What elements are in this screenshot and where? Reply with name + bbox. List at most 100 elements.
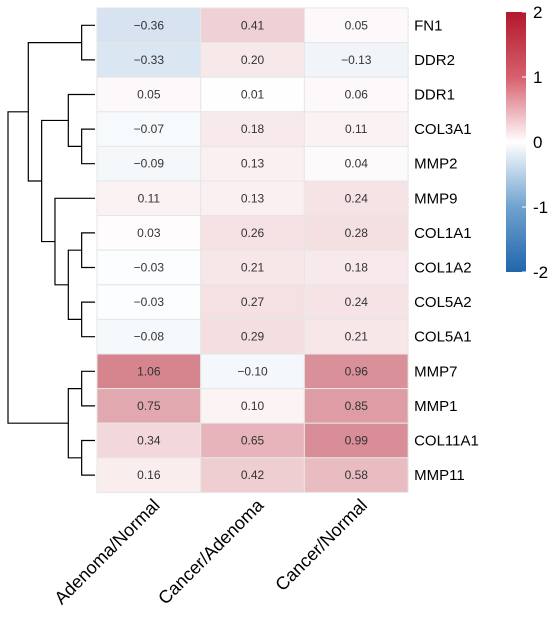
row-label: DDR1 — [414, 87, 455, 104]
cell-value-label: 0.05 — [345, 18, 369, 32]
cell-value-label: 0.26 — [241, 226, 265, 240]
row-label: MMP2 — [414, 156, 457, 173]
cell-value-label: 0.65 — [241, 434, 265, 448]
cell-value-label: 0.21 — [241, 261, 265, 275]
dendrogram-branch — [67, 388, 82, 459]
colorbar-tick-label: 1 — [533, 68, 542, 87]
heatmap-cell — [303, 145, 409, 182]
cell-value-label: 0.11 — [345, 122, 368, 136]
cell-value-label: −0.13 — [341, 53, 372, 67]
row-label: FN1 — [414, 17, 442, 34]
heatmap-cell — [303, 457, 409, 493]
colorbar-tick-label: 0 — [533, 133, 542, 152]
heatmap-cells: −0.36 0.41 0.05 −0.33 0.20 −0.13 0.05 0.01 0.06 −… — [96, 7, 409, 493]
heatmap-cell — [303, 388, 409, 424]
row-label: COL11A1 — [414, 433, 479, 450]
cell-value-label: 0.58 — [345, 468, 369, 482]
cell-value-label: 0.85 — [345, 399, 369, 413]
dendrogram-branch — [81, 301, 95, 338]
cell-value-label: −0.10 — [237, 364, 268, 378]
row-label: COL1A1 — [414, 225, 472, 242]
row-label: MMP7 — [414, 363, 457, 380]
heatmap-cell — [303, 353, 409, 390]
column-label: Cancer/Normal — [271, 495, 371, 595]
cell-value-label: 0.16 — [137, 468, 161, 482]
row-label: DDR2 — [414, 52, 455, 69]
cell-value-label: 0.06 — [345, 88, 369, 102]
cell-value-label: −0.09 — [134, 157, 165, 171]
dendrogram-branch — [54, 197, 95, 286]
cell-value-label: 0.24 — [345, 295, 369, 309]
dendrogram-branch — [81, 439, 95, 476]
row-label: MMP11 — [414, 467, 465, 484]
cell-value-label: −0.07 — [134, 122, 165, 136]
dendrogram-branch — [81, 370, 95, 407]
cell-value-label: 0.13 — [241, 191, 265, 205]
column-label: Adenoma/Normal — [50, 495, 163, 608]
cell-value-label: 0.29 — [241, 330, 265, 344]
cell-value-label: −0.08 — [134, 330, 165, 344]
heatmap-cell — [96, 76, 202, 113]
heatmap-cell — [200, 388, 305, 424]
cell-value-label: 0.99 — [345, 434, 369, 448]
cell-value-label: 0.13 — [241, 157, 265, 171]
cell-value-label: 0.04 — [345, 157, 369, 171]
cell-value-label: −0.36 — [134, 18, 165, 32]
column-label: Cancer/Adenoma — [154, 494, 268, 608]
cell-value-label: 0.41 — [241, 18, 265, 32]
dendrogram-branch — [7, 111, 69, 424]
heatmap-cell — [303, 284, 409, 320]
heatmap-cell — [303, 180, 409, 217]
heatmap-cell — [96, 353, 202, 390]
row-dendrogram — [7, 24, 95, 476]
cell-value-label: 0.96 — [345, 364, 369, 378]
heatmap-cell — [200, 111, 305, 147]
heatmap-cell — [200, 249, 305, 286]
dendrogram-branch — [81, 128, 95, 165]
cell-value-label: 0.11 — [138, 191, 161, 205]
heatmap-cell — [200, 284, 305, 320]
cell-value-label: 1.06 — [137, 364, 161, 378]
heatmap-cell — [200, 457, 305, 493]
heatmap-cell — [303, 42, 409, 78]
heatmap-cell — [96, 249, 202, 286]
row-label: COL5A1 — [414, 329, 472, 346]
heatmap-cell — [303, 318, 409, 355]
row-labels: FN1 DDR2 DDR1 COL3A1 MMP2 MMP9 COL1A1 COL1A2 COL… — [414, 17, 479, 484]
dendrogram-branch — [27, 42, 82, 182]
cell-value-label: 0.34 — [137, 434, 161, 448]
colorbar: 2 1 0 -1 -2 — [506, 3, 548, 282]
row-label: COL5A2 — [414, 294, 472, 311]
cell-value-label: 0.03 — [137, 226, 161, 240]
colorbar-tick-label: -1 — [533, 198, 548, 217]
cell-value-label: 0.01 — [241, 88, 265, 102]
heatmap-cell — [200, 7, 305, 44]
cell-value-label: 0.42 — [241, 468, 265, 482]
cell-value-label: −0.03 — [134, 295, 165, 309]
cell-value-label: 0.05 — [137, 88, 161, 102]
cell-value-label: 0.21 — [345, 330, 369, 344]
heatmap-cell — [303, 249, 409, 286]
colorbar-gradient — [506, 12, 526, 272]
row-label: COL1A2 — [414, 260, 472, 277]
heatmap-cell — [200, 180, 305, 217]
row-label: MMP9 — [414, 190, 457, 207]
row-label: MMP1 — [414, 398, 457, 415]
heatmap-cell — [96, 457, 202, 493]
row-label: COL3A1 — [414, 121, 472, 138]
cell-value-label: −0.33 — [134, 53, 165, 67]
heatmap-cell — [96, 42, 202, 78]
colorbar-tick-label: -2 — [533, 263, 548, 282]
heatmap-cell — [200, 422, 305, 459]
heatmap-cell — [303, 215, 409, 251]
cell-value-label: 0.20 — [241, 53, 265, 67]
heatmap-cell — [303, 7, 409, 44]
cell-value-label: 0.18 — [241, 122, 265, 136]
cell-value-label: 0.24 — [345, 191, 369, 205]
heatmap-cell — [200, 145, 305, 182]
cell-value-label: 0.27 — [241, 295, 265, 309]
cell-value-label: 0.18 — [345, 261, 369, 275]
heatmap-cell — [96, 7, 202, 44]
